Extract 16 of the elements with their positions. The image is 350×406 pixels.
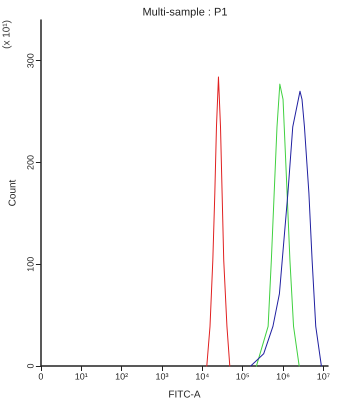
x-tick-label: 10⁶ <box>276 372 290 382</box>
x-tick-label: 10⁷ <box>316 372 330 382</box>
x-tick-label: 0 <box>38 372 44 382</box>
text: (x 10¹) <box>2 20 12 49</box>
y-tick-label: 100 <box>25 256 36 272</box>
x-tick-label: 10³ <box>155 372 168 382</box>
y-tick-label: 300 <box>25 53 36 68</box>
chart-title: Multi-sample : P1 <box>142 6 228 18</box>
x-tick-label: 10⁵ <box>236 372 250 382</box>
x-tick-label: 10⁴ <box>195 372 210 382</box>
x-tick-label: 10¹ <box>74 372 88 382</box>
y-tick-label: 200 <box>25 154 36 170</box>
x-axis-title: FITC-A <box>168 390 201 400</box>
y-tick-label: 0 <box>25 363 36 369</box>
y-axis-title: Count <box>8 179 18 206</box>
x-tick-label: 10² <box>115 372 128 382</box>
